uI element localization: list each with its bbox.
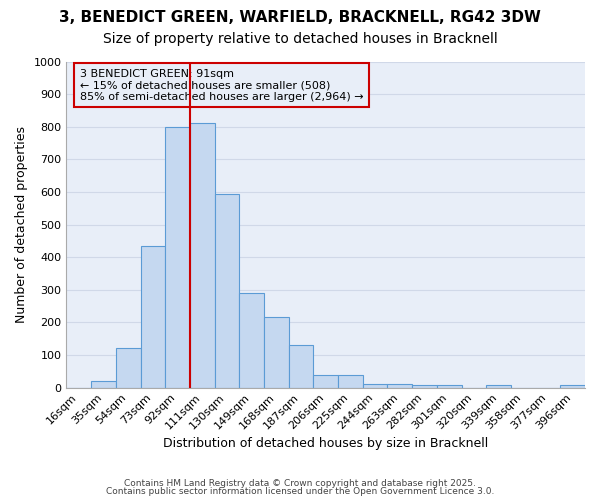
Bar [437, 385, 461, 388]
Y-axis label: Number of detached properties: Number of detached properties [15, 126, 28, 323]
Text: 3 BENEDICT GREEN: 91sqm
← 15% of detached houses are smaller (508)
85% of semi-d: 3 BENEDICT GREEN: 91sqm ← 15% of detache… [80, 68, 364, 102]
Text: Contains HM Land Registry data © Crown copyright and database right 2025.: Contains HM Land Registry data © Crown c… [124, 478, 476, 488]
Bar [388, 384, 412, 388]
Bar [560, 385, 585, 388]
Text: Contains public sector information licensed under the Open Government Licence 3.: Contains public sector information licen… [106, 487, 494, 496]
Text: 3, BENEDICT GREEN, WARFIELD, BRACKNELL, RG42 3DW: 3, BENEDICT GREEN, WARFIELD, BRACKNELL, … [59, 10, 541, 25]
Bar [486, 385, 511, 388]
Text: Size of property relative to detached houses in Bracknell: Size of property relative to detached ho… [103, 32, 497, 46]
Bar [190, 124, 215, 388]
Bar [363, 384, 388, 388]
Bar [116, 348, 140, 388]
Bar [338, 374, 363, 388]
Bar [215, 194, 239, 388]
X-axis label: Distribution of detached houses by size in Bracknell: Distribution of detached houses by size … [163, 437, 488, 450]
Bar [239, 293, 264, 388]
Bar [140, 246, 165, 388]
Bar [412, 385, 437, 388]
Bar [165, 126, 190, 388]
Bar [264, 318, 289, 388]
Bar [313, 374, 338, 388]
Bar [289, 345, 313, 388]
Bar [91, 381, 116, 388]
